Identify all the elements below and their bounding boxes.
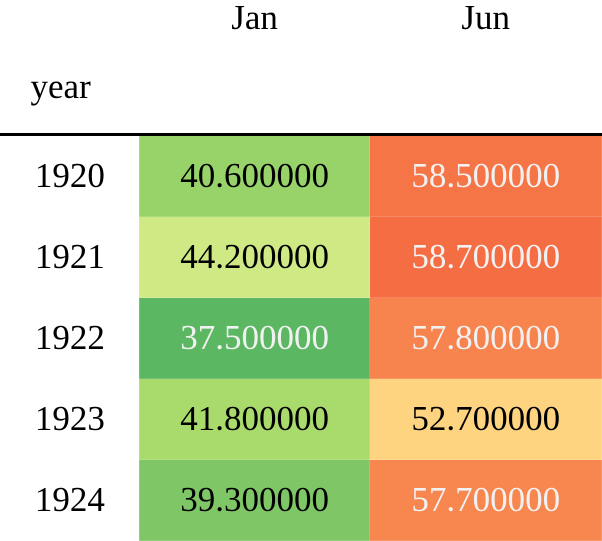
table-row: 1923 41.800000 52.700000 [0, 378, 602, 460]
table-row: 1922 37.500000 57.800000 [0, 297, 602, 379]
data-cell-jan: 37.500000 [138, 297, 371, 379]
row-index-year: 1921 [0, 216, 140, 298]
index-name-row: year [0, 40, 602, 136]
blank-header [1, 0, 140, 40]
data-cell-jun: 58.700000 [369, 216, 602, 298]
table-row: 1924 39.300000 57.700000 [0, 459, 602, 541]
row-index-year: 1922 [0, 297, 140, 379]
data-cell-jun: 58.500000 [369, 134, 602, 217]
column-header-jan: Jan [231, 0, 278, 37]
table-row: 1921 44.200000 58.700000 [0, 216, 602, 298]
data-cell-jun: 52.700000 [369, 378, 602, 460]
blank-header [139, 40, 370, 136]
table-row: 1920 40.600000 58.500000 [0, 134, 602, 217]
data-cell-jan: 44.200000 [138, 216, 371, 298]
data-cell-jun: 57.800000 [369, 297, 602, 379]
data-cell-jan: 39.300000 [138, 459, 371, 541]
row-index-year: 1920 [0, 134, 140, 217]
blank-header [369, 40, 602, 136]
row-index-year: 1924 [0, 459, 140, 541]
row-index-year: 1923 [0, 378, 140, 460]
data-cell-jun: 57.700000 [369, 459, 602, 541]
column-header-jun: Jun [461, 0, 510, 37]
data-cell-jan: 40.600000 [138, 134, 371, 217]
index-name-header: year [0, 40, 140, 136]
data-cell-jan: 41.800000 [138, 378, 371, 460]
column-header-row: Jan Jun [1, 0, 602, 40]
